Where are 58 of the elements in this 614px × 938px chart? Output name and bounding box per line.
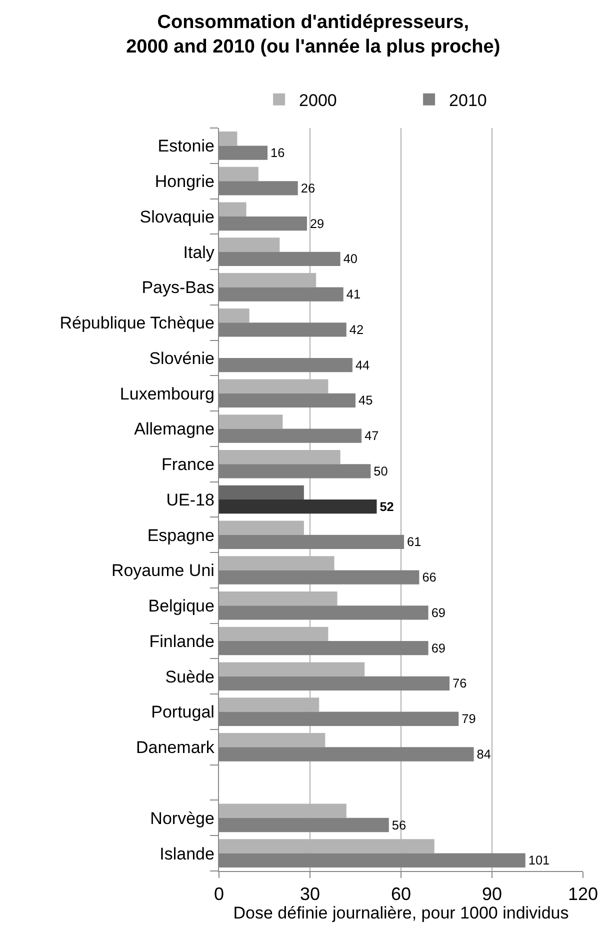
bar xyxy=(219,520,304,535)
y-tick-label: Norvège xyxy=(150,808,214,828)
y-tick-label: Suède xyxy=(165,667,214,686)
y-tick-label: Finlande xyxy=(149,632,214,651)
y-tick-label: Portugal xyxy=(151,702,214,722)
x-tick-label: 0 xyxy=(214,884,224,904)
data-label: 41 xyxy=(346,286,361,302)
bar xyxy=(219,308,250,323)
x-tick-label: 60 xyxy=(390,884,412,904)
bar xyxy=(219,202,246,216)
bar xyxy=(219,132,238,146)
data-label: 42 xyxy=(349,322,364,337)
bar xyxy=(219,238,280,252)
data-label: 16 xyxy=(270,145,285,160)
data-label: 56 xyxy=(392,817,406,832)
y-tick-label: Luxembourg xyxy=(120,384,214,404)
y-tick-label: Estonie xyxy=(158,136,214,156)
y-tick-label: Allemagne xyxy=(134,420,214,439)
data-label: 29 xyxy=(310,216,324,231)
y-tick-label: Espagne xyxy=(147,526,214,545)
y-tick-label: Slovaquie xyxy=(140,207,214,226)
data-label: 26 xyxy=(300,180,316,196)
x-tick-label: 120 xyxy=(568,884,598,904)
legend-label: 2000 xyxy=(299,90,337,110)
chart-title: Consommation d'antidépresseurs, 2000 and 2010 (ou l'année la plus proche) xyxy=(126,12,500,58)
y-tick-label: UE-18 xyxy=(166,490,214,510)
x-tick-label: 90 xyxy=(482,884,502,904)
y-tick-label: Slovénie xyxy=(149,348,214,368)
data-label: 40 xyxy=(343,251,358,266)
data-label: 52 xyxy=(380,498,394,514)
y-tick-label: Royaume Uni xyxy=(111,561,214,580)
y-tick-label: Pays-Bas xyxy=(142,278,214,298)
data-label: 101 xyxy=(528,852,550,868)
data-label: 79 xyxy=(462,711,476,726)
data-label: 66 xyxy=(422,570,436,585)
data-label: 61 xyxy=(407,534,422,550)
y-tick-label: Islande xyxy=(160,844,214,864)
x-axis-title: Dose définie journalière, pour 1000 individus xyxy=(233,904,569,923)
y-tick-label: République Tchèque xyxy=(60,314,214,333)
x-tick-label: 30 xyxy=(300,884,320,904)
data-label: 69 xyxy=(431,640,446,656)
data-label: 69 xyxy=(431,604,446,620)
data-label: 44 xyxy=(355,357,370,372)
bar xyxy=(219,414,283,429)
bar xyxy=(219,500,377,514)
y-tick-label: Belgique xyxy=(148,596,214,616)
y-tick-label: France xyxy=(162,455,214,474)
bar xyxy=(219,166,258,182)
y-tick-label: Italy xyxy=(183,242,215,262)
bar xyxy=(219,485,304,500)
legend-label: 2010 xyxy=(449,90,487,110)
data-label: 45 xyxy=(358,392,373,408)
y-tick-label: Danemark xyxy=(136,738,215,758)
data-label: 84 xyxy=(476,746,491,762)
data-label: 50 xyxy=(374,463,388,478)
y-tick-label: Hongrie xyxy=(154,172,214,192)
data-label: 76 xyxy=(452,676,467,691)
data-label: 47 xyxy=(364,428,379,444)
